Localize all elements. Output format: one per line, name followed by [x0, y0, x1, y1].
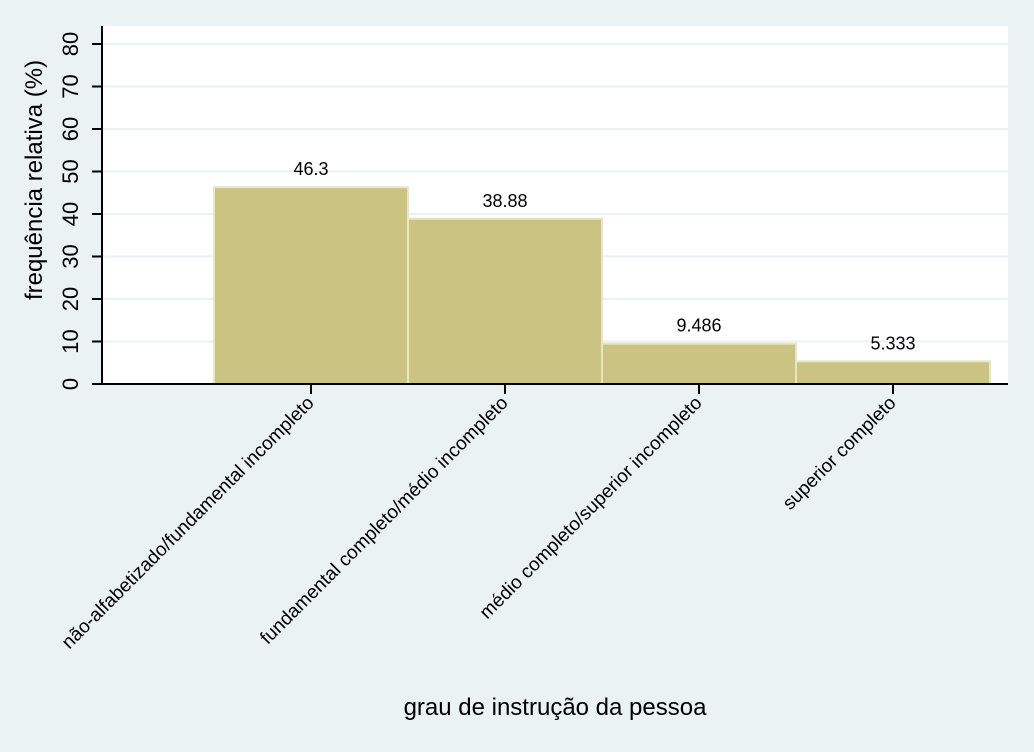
- data-label: 9.486: [676, 316, 721, 336]
- data-label: 46.3: [293, 159, 328, 179]
- x-tick-label: médio completo/superior incompleto: [476, 393, 707, 624]
- y-tick-label: 80: [58, 32, 83, 56]
- bar: [213, 186, 409, 385]
- bars: [213, 186, 991, 386]
- bar: [407, 217, 603, 385]
- x-tick-label: superior completo: [779, 393, 901, 515]
- y-tick-label: 50: [58, 159, 83, 183]
- y-axis-title: frequência relativa (%): [21, 60, 48, 300]
- y-tick-label: 70: [58, 74, 83, 98]
- x-ticks: não-alfabetizado/fundamental incompletof…: [58, 384, 901, 653]
- y-tick-label: 0: [58, 378, 83, 390]
- y-tick-label: 30: [58, 244, 83, 268]
- y-tick-label: 60: [58, 117, 83, 141]
- data-label: 5.333: [870, 333, 915, 353]
- y-tick-label: 10: [58, 329, 83, 353]
- data-labels: 46.3 38.88 9.486 5.333: [293, 159, 915, 353]
- data-label: 38.88: [482, 191, 527, 211]
- y-ticks: 0 10 20 30 40 50 60 70 80: [58, 32, 102, 390]
- y-tick-label: 40: [58, 202, 83, 226]
- bar: [795, 360, 991, 385]
- x-axis-title: grau de instrução da pessoa: [404, 694, 708, 721]
- bar: [601, 342, 797, 386]
- y-tick-label: 20: [58, 287, 83, 311]
